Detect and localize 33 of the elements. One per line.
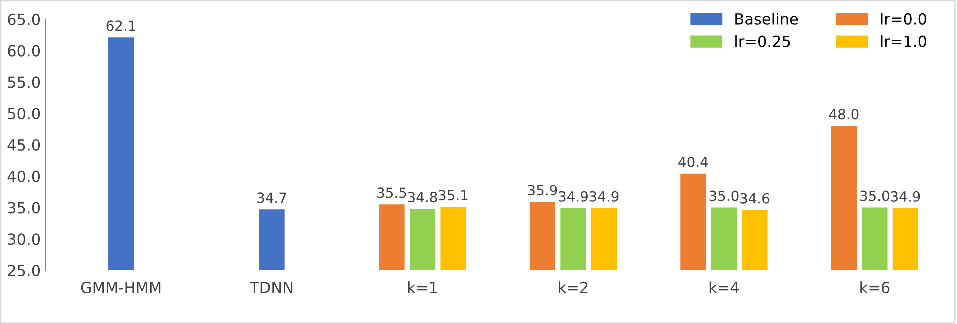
y-tick-label: 35.0	[8, 202, 40, 214]
data-label: 34.7	[258, 192, 286, 204]
y-tick-label: 40.0	[8, 170, 40, 182]
legend-label: lr=1.0	[881, 36, 926, 48]
legend-label: Baseline	[736, 13, 798, 25]
x-tick-label: k=4	[710, 282, 740, 294]
data-label: 35.0	[710, 190, 739, 202]
x-tick-label: k=1	[408, 282, 438, 294]
data-label: 34.9	[891, 191, 920, 202]
data-label: 40.4	[678, 156, 708, 168]
data-label: 34.8	[408, 192, 438, 203]
y-tick-label: 30.0	[8, 234, 40, 246]
data-label: 35.1	[439, 190, 468, 201]
y-tick-label: 55.0	[8, 76, 40, 88]
data-label: 35.0	[860, 190, 890, 202]
y-tick-label: 60.0	[8, 45, 40, 57]
y-tick-label: 50.0	[8, 108, 40, 120]
legend-label: lr=0.0	[881, 13, 926, 25]
data-label: 35.5	[378, 188, 406, 198]
data-label: 34.9	[590, 191, 619, 202]
data-label: 48.0	[829, 109, 859, 120]
legend-label: lr=0.25	[736, 36, 790, 48]
x-tick-label: GMM-HMM	[81, 282, 161, 294]
y-tick-label: 45.0	[8, 139, 40, 152]
data-label: 62.1	[106, 20, 136, 32]
data-label: 34.9	[559, 191, 588, 202]
x-tick-label: k=6	[860, 282, 890, 294]
x-tick-label: k=2	[559, 282, 588, 294]
x-tick-label: TDNN	[250, 282, 293, 294]
y-tick-label: 25.0	[8, 265, 40, 277]
data-label: 34.6	[740, 193, 770, 204]
data-label: 35.9	[528, 185, 558, 196]
y-tick-label: 65.0	[8, 14, 40, 26]
